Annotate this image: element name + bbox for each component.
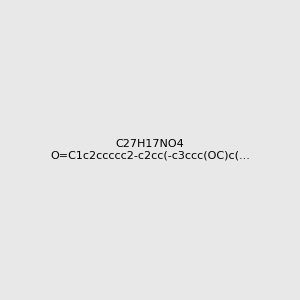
Text: C27H17NO4
O=C1c2ccccc2-c2cc(-c3ccc(OC)c(...: C27H17NO4 O=C1c2ccccc2-c2cc(-c3ccc(OC)c(… xyxy=(50,139,250,161)
